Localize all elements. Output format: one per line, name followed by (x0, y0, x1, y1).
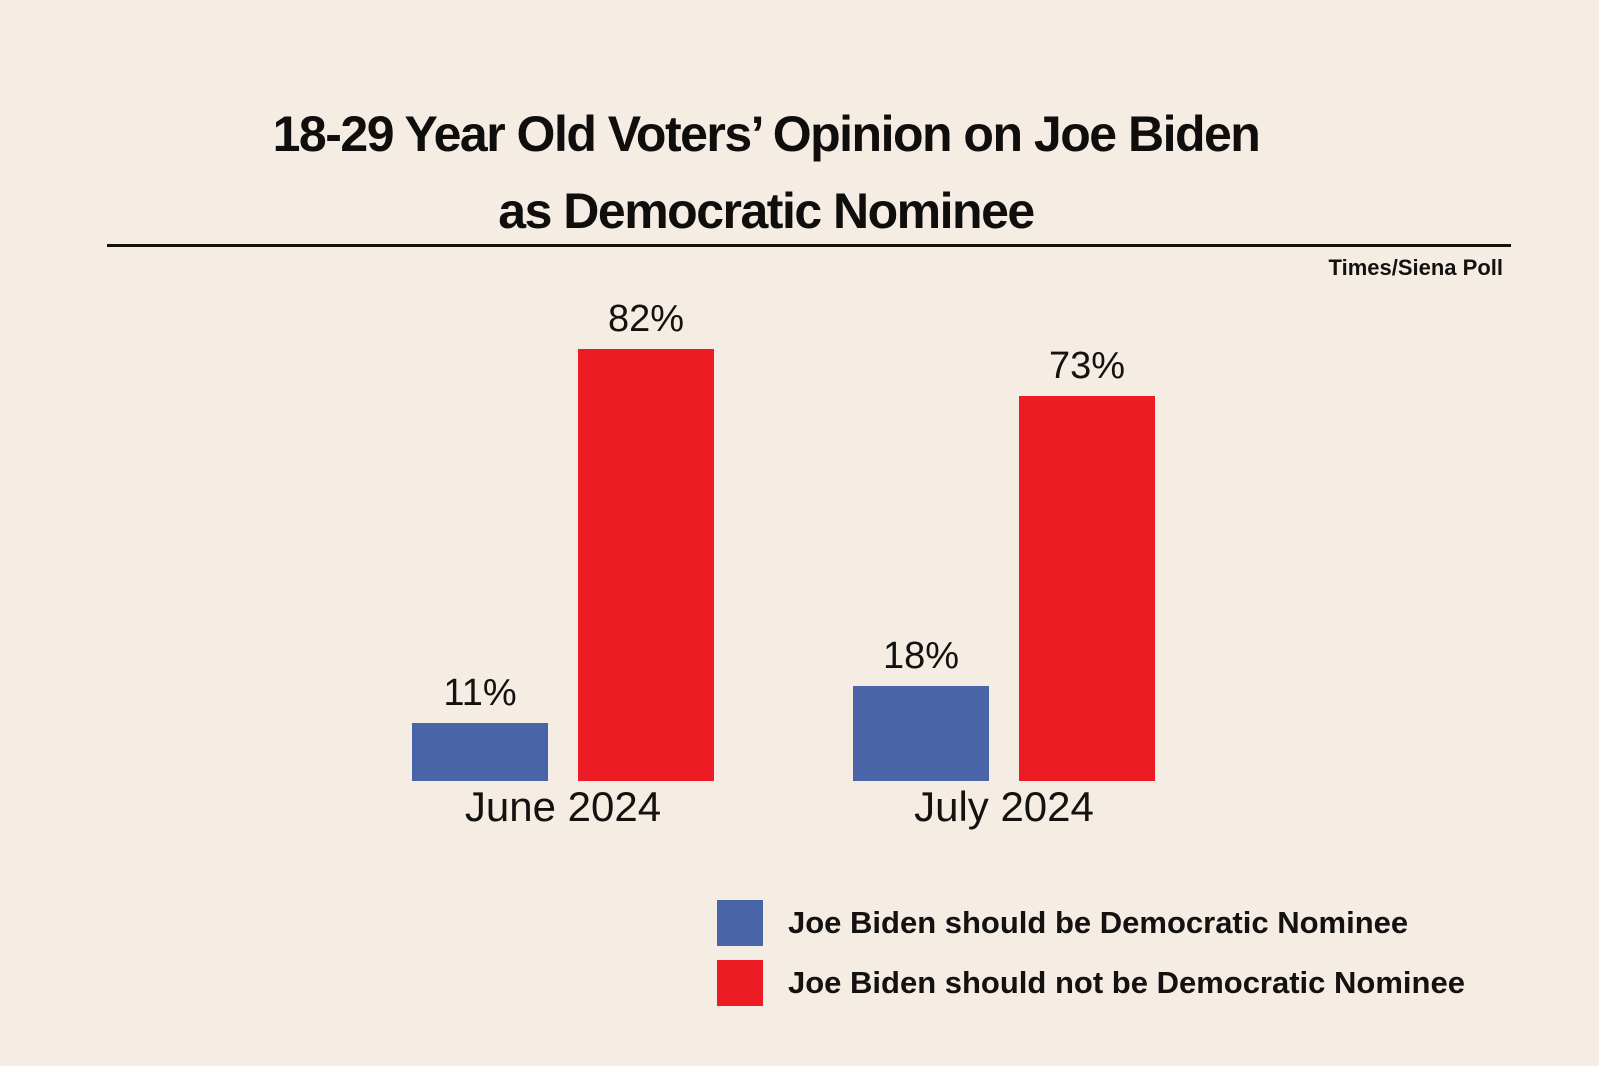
chart-legend: Joe Biden should be Democratic Nominee J… (717, 900, 1465, 1006)
bar-group-july-2024: 18% 73% July 2024 (853, 345, 1155, 830)
legend-item-should-not: Joe Biden should not be Democratic Nomin… (717, 960, 1465, 1006)
bar-pair: 18% 73% (853, 345, 1155, 781)
bar-june-should-not-be-nominee (578, 349, 714, 781)
value-label-july-should: 18% (882, 635, 960, 677)
category-label-july-2024: July 2024 (914, 783, 1094, 830)
bar-wrap-july-should-not: 73% (1019, 345, 1155, 781)
chart-title-line1: 18-29 Year Old Voters’ Opinion on Joe Bi… (272, 106, 1261, 162)
chart-title: 18-29 Year Old Voters’ Opinion on Joe Bi… (0, 96, 1532, 250)
bar-wrap-july-should: 18% (853, 635, 989, 781)
legend-swatch-blue-icon (717, 900, 763, 946)
value-label-june-should-not: 82% (607, 298, 685, 340)
bar-group-june-2024: 11% 82% June 2024 (412, 298, 714, 830)
bar-wrap-june-should: 11% (412, 672, 548, 781)
legend-item-should: Joe Biden should be Democratic Nominee (717, 900, 1465, 946)
bar-july-should-be-nominee (853, 686, 989, 781)
legend-swatch-red-icon (717, 960, 763, 1006)
title-divider (107, 244, 1511, 247)
category-label-june-2024: June 2024 (464, 783, 662, 830)
plot-area: 11% 82% June 2024 18% 73% (0, 281, 1599, 830)
legend-label-should-not: Joe Biden should not be Democratic Nomin… (788, 965, 1465, 1000)
bar-pair: 11% 82% (412, 298, 714, 781)
bar-wrap-june-should-not: 82% (578, 298, 714, 781)
legend-label-should: Joe Biden should be Democratic Nominee (788, 905, 1409, 940)
source-label: Times/Siena Poll (1328, 255, 1503, 280)
chart-title-line2: as Democratic Nominee (498, 183, 1035, 239)
bar-july-should-not-be-nominee (1019, 396, 1155, 781)
bar-june-should-be-nominee (412, 723, 548, 781)
value-label-june-should: 11% (443, 672, 517, 714)
value-label-july-should-not: 73% (1048, 345, 1126, 387)
